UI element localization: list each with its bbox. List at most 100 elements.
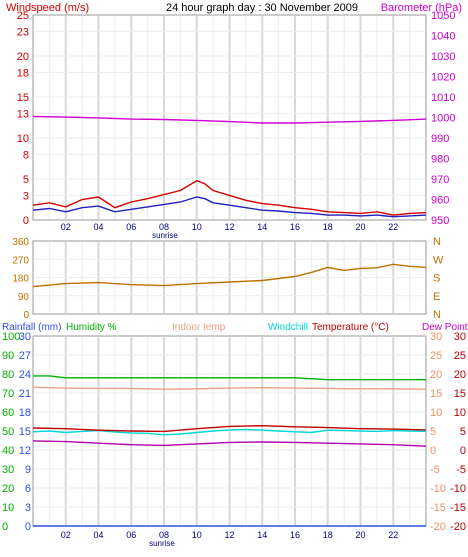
windspeed-tick: 18 [17,67,29,79]
temperature-tick: 10 [454,407,466,419]
hour-tick: 22 [388,530,398,540]
hour-tick: 06 [126,530,136,540]
indoor-temp-tick: 5 [430,426,436,438]
temperature-tick: 30 [454,331,466,343]
temperature-label: Temperature (°C) [312,322,389,333]
humidity-tick: 10 [2,502,14,514]
compass-tick: N [433,236,441,248]
rain-tick: 24 [19,369,31,381]
humidity-line [33,375,426,381]
humidity-tick-labels: 0 10 20 30 40 50 60 70 80 90 100 [2,331,20,533]
panel-temperature-x-labels: 02 04 06 08 10 12 14 16 18 20 22 [61,530,399,540]
hour-tick: 06 [126,222,136,232]
indoor-temp-tick: -5 [430,464,440,476]
direction-tick: 270 [12,255,29,266]
humidity-label: Humidity % [66,322,117,333]
panel-temperature-series [32,375,427,527]
hour-tick: 08 [159,530,169,540]
temperature-tick: 5 [460,426,466,438]
humidity-tick: 0 [2,521,8,533]
panel-wind-series [32,115,427,218]
barometer-axis-title: Barometer (hPa) [381,2,462,14]
hour-tick: 20 [355,530,365,540]
indoor-temp-tick-labels: -20 -15 -10 -5 0 5 10 15 20 25 30 [430,331,446,533]
compass-tick: W [433,254,444,266]
hour-tick: 22 [388,222,398,232]
barometer-tick: 970 [431,174,449,186]
rain-tick: 15 [19,426,31,438]
rain-tick: 12 [19,445,31,457]
wind-line [32,196,427,218]
humidity-tick: 90 [2,350,14,362]
barometer-tick: 1020 [431,72,455,84]
hour-tick: 12 [224,222,234,232]
rain-tick: 21 [19,388,31,400]
hour-tick: 08 [159,222,169,232]
chart-title: 24 hour graph day : 30 November 2009 [166,2,358,14]
humidity-tick: 30 [2,464,14,476]
windspeed-tick: 5 [23,174,29,186]
compass-tick: S [433,273,440,285]
indoor-temp-tick: 25 [430,350,442,362]
hour-tick: 20 [355,222,365,232]
barometer-line [32,115,427,124]
windspeed-tick: 23 [17,26,29,38]
panel-direction-series [32,263,427,288]
humidity-tick: 50 [2,426,14,438]
temperature-tick: 25 [454,350,466,362]
hour-tick: 10 [192,222,202,232]
barometer-tick: 1030 [431,51,455,63]
barometer-tick: 990 [431,133,449,145]
temperature-tick: 15 [454,388,466,400]
windspeed-tick: 10 [17,133,29,145]
temperature-tick-labels: -20 -15 -10 -5 0 5 10 15 20 25 30 [450,331,466,533]
barometer-tick: 960 [431,195,449,207]
hour-tick: 02 [61,222,71,232]
temperature-tick: -5 [456,464,466,476]
direction-degree-labels: 0 90 180 270 360 [12,237,29,321]
direction-line [32,263,427,288]
indoor-temp-label: Indoor temp [172,322,226,333]
dewpoint-label: Dew Point [422,322,468,333]
rain-tick: 9 [25,464,31,476]
panel-direction-grid [34,242,425,313]
temperature-tick: -20 [450,521,466,533]
sunrise-label-bottom: sunrise [149,539,175,548]
humidity-tick: 60 [2,407,14,419]
rain-tick: 18 [19,407,31,419]
windspeed-tick: 25 [17,10,29,22]
temperature-tick: -10 [450,483,466,495]
rain-tick: 30 [19,331,31,343]
indoor-temp-tick: -20 [430,521,446,533]
panel-wind-x-labels: 02 04 06 08 10 12 14 16 18 20 22 [61,222,399,232]
direction-tick: 180 [12,274,29,285]
rain-tick: 0 [25,521,31,533]
humidity-tick: 80 [2,369,14,381]
temperature-tick: -15 [450,502,466,514]
sunrise-label-top: sunrise [152,231,178,240]
direction-tick: 360 [12,237,29,248]
indoor-temp-tick: 20 [430,369,442,381]
windspeed-tick: 8 [23,149,29,161]
humidity-tick: 40 [2,445,14,457]
barometer-tick: 1000 [431,113,455,125]
indoor-line [32,386,427,390]
hour-tick: 16 [290,222,300,232]
barometer-tick: 980 [431,154,449,166]
hour-tick: 12 [224,530,234,540]
barometer-tick: 1050 [431,10,455,22]
rain-tick: 3 [25,502,31,514]
windspeed-tick: 13 [17,108,29,120]
compass-tick: E [433,291,440,303]
rain-tick-labels: 0 3 6 9 12 15 18 21 24 27 30 [19,331,31,533]
hour-tick: 04 [93,222,103,232]
indoor-temp-tick: -10 [430,483,446,495]
compass-tick: N [433,309,441,321]
windchill-label: Windchill [268,322,308,333]
barometer-tick: 1010 [431,92,455,104]
rainfall-label: Rainfall (mm) [2,322,61,333]
windspeed-tick: 0 [23,215,29,227]
direction-tick: 0 [23,310,29,321]
hour-tick: 14 [257,530,267,540]
